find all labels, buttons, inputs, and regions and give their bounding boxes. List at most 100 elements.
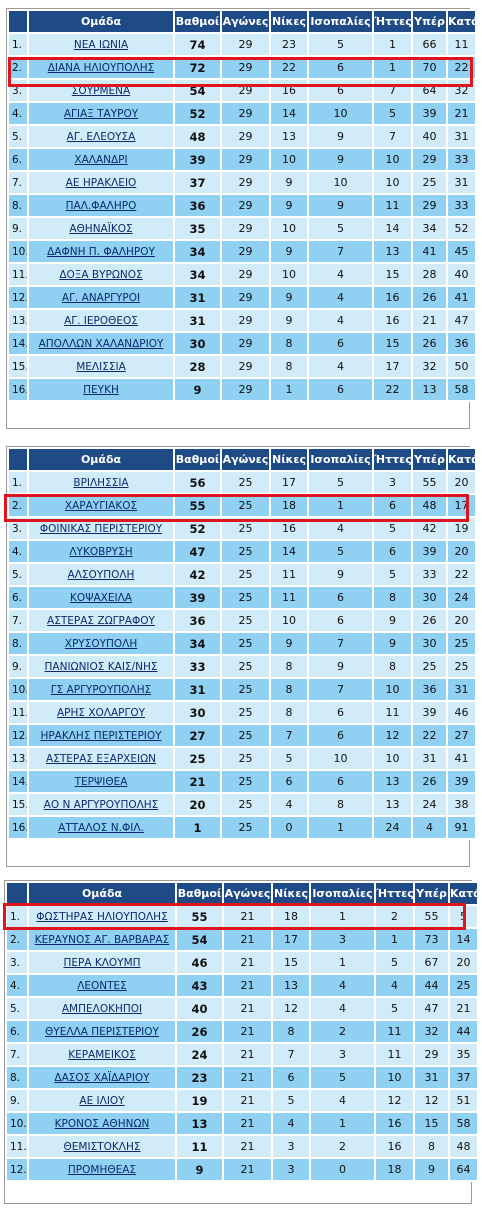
team-link[interactable]: ΦΟΙΝΙΚΑΣ ΠΕΡΙΣΤΕΡΙΟΥ bbox=[39, 523, 163, 535]
cell-goals-for: 26 bbox=[413, 287, 446, 308]
team-link[interactable]: ΑΕ ΗΡΑΚΛΕΙΟ bbox=[65, 177, 137, 189]
column-header-games: Αγώνες bbox=[224, 883, 271, 904]
cell-losses: 6 bbox=[374, 495, 411, 516]
cell-losses: 12 bbox=[374, 725, 411, 746]
cell-team: ΦΩΣΤΗΡΑΣ ΗΛΙΟΥΠΟΛΗΣ bbox=[29, 906, 175, 927]
cell-losses: 10 bbox=[374, 679, 411, 700]
team-link[interactable]: ΑΕ ΙΛΙΟΥ bbox=[79, 1095, 125, 1107]
team-link[interactable]: ΑΛΣΟΥΠΟΛΗ bbox=[67, 569, 135, 581]
header-row: Ομάδα Βαθμοί Αγώνες Νίκες Ισοπαλίες Ήττες Υπέρ… bbox=[7, 883, 477, 904]
team-link[interactable]: ΔΙΑΝΑ ΗΛΙΟΥΠΟΛΗΣ bbox=[47, 62, 155, 74]
cell-draws: 4 bbox=[309, 264, 372, 285]
cell-points: 52 bbox=[175, 518, 220, 539]
cell-wins: 18 bbox=[273, 906, 309, 927]
cell-wins: 8 bbox=[271, 656, 307, 677]
column-header-draws: Ισοπαλίες bbox=[311, 883, 374, 904]
team-link[interactable]: ΑΓ. ΙΕΡΟΘΕΟΣ bbox=[64, 315, 138, 327]
cell-goals-against: 48 bbox=[450, 1136, 477, 1157]
cell-team: ΧΡΥΣΟΥΠΟΛΗ bbox=[29, 633, 173, 654]
cell-points: 35 bbox=[175, 218, 220, 239]
team-link[interactable]: ΑΘΗΝΑΪΚΟΣ bbox=[69, 223, 133, 235]
team-link[interactable]: ΒΡΙΛΗΣΣΙΑ bbox=[73, 477, 129, 489]
cell-draws: 7 bbox=[309, 241, 372, 262]
team-link[interactable]: ΑΟ Ν ΑΡΓΥΡΟΥΠΟΛΗΣ bbox=[43, 799, 159, 811]
team-link[interactable]: ΚΕΡΑΥΝΟΣ ΑΓ. ΒΑΡΒΑΡΑΣ bbox=[34, 934, 170, 946]
team-link[interactable]: ΘΥΕΛΛΑ ΠΕΡΙΣΤΕΡΙΟΥ bbox=[45, 1026, 159, 1038]
cell-team: ΠΕΥΚΗ bbox=[29, 379, 173, 400]
cell-goals-for: 30 bbox=[413, 587, 446, 608]
cell-losses: 13 bbox=[374, 771, 411, 792]
team-link[interactable]: ΣΟΥΡΜΕΝΑ bbox=[71, 85, 131, 97]
cell-goals-for: 26 bbox=[413, 333, 446, 354]
cell-losses: 11 bbox=[374, 195, 411, 216]
cell-games: 29 bbox=[222, 379, 269, 400]
cell-draws: 5 bbox=[311, 1067, 374, 1088]
cell-points: 42 bbox=[175, 564, 220, 585]
cell-goals-against: 39 bbox=[448, 771, 475, 792]
team-link[interactable]: ΧΑΡΑΥΓΙΑΚΟΣ bbox=[64, 500, 138, 512]
team-link[interactable]: ΑΓ. ΕΛΕΟΥΣΑ bbox=[66, 131, 136, 143]
column-header-goals-for: Υπέρ bbox=[413, 449, 446, 470]
team-link[interactable]: ΠΡΟΜΗΘΕΑΣ bbox=[67, 1164, 137, 1176]
team-link[interactable]: ΜΕΛΙΣΣΙΑ bbox=[76, 361, 126, 373]
cell-losses: 16 bbox=[376, 1113, 413, 1134]
team-link[interactable]: ΔΟΞΑ ΒΥΡΩΝΟΣ bbox=[59, 269, 143, 281]
team-link[interactable]: ΑΓΙΑΞ ΤΑΥΡΟΥ bbox=[63, 108, 139, 120]
team-link[interactable]: ΠΑΝΙΩΝΙΟΣ ΚΑΙΣ/ΝΗΣ bbox=[44, 661, 158, 673]
cell-losses: 1 bbox=[376, 929, 413, 950]
team-link[interactable]: ΚΕΡΑΜΕΙΚΟΣ bbox=[68, 1049, 136, 1061]
team-link[interactable]: ΑΣΤΕΡΑΣ ΖΩΓΡΑΦΟΥ bbox=[47, 615, 155, 627]
team-link[interactable]: ΔΑΦΝΗ Π. ΦΑΛΗΡΟΥ bbox=[47, 246, 155, 258]
cell-losses: 16 bbox=[374, 287, 411, 308]
team-link[interactable]: ΝΕΑ ΙΩΝΙΑ bbox=[73, 39, 129, 51]
team-link[interactable]: ΑΣΤΕΡΑΣ ΕΞΑΡΧΕΙΩΝ bbox=[46, 753, 156, 765]
cell-losses: 6 bbox=[374, 541, 411, 562]
cell-points: 21 bbox=[175, 771, 220, 792]
cell-team: ΑΛΣΟΥΠΟΛΗ bbox=[29, 564, 173, 585]
team-link[interactable]: ΑΡΗΣ ΧΟΛΑΡΓΟΥ bbox=[56, 707, 146, 719]
cell-wins: 9 bbox=[271, 287, 307, 308]
table-row: 6. ΚΟΨΑΧΕΙΛΑ 39 25 11 6 8 30 24 bbox=[9, 587, 475, 608]
cell-goals-against: 32 bbox=[448, 80, 475, 101]
table-row: 1. ΝΕΑ ΙΩΝΙΑ 74 29 23 5 1 66 11 bbox=[9, 34, 475, 55]
team-link[interactable]: ΘΕΜΙΣΤΟΚΛΗΣ bbox=[63, 1141, 141, 1153]
team-link[interactable]: ΛΥΚΟΒΡΥΣΗ bbox=[69, 546, 133, 558]
cell-draws: 5 bbox=[309, 541, 372, 562]
cell-goals-against: 31 bbox=[448, 126, 475, 147]
team-link[interactable]: ΠΕΥΚΗ bbox=[83, 384, 119, 396]
team-link[interactable]: ΤΕΡΨΙΘΕΑ bbox=[74, 776, 128, 788]
team-link[interactable]: ΧΡΥΣΟΥΠΟΛΗ bbox=[64, 638, 138, 650]
cell-wins: 3 bbox=[273, 1136, 309, 1157]
team-link[interactable]: ΓΣ ΑΡΓΥΡΟΥΠΟΛΗΣ bbox=[50, 684, 152, 696]
cell-draws: 4 bbox=[309, 310, 372, 331]
cell-goals-for: 44 bbox=[415, 975, 448, 996]
team-link[interactable]: ΑΤΤΑΛΟΣ Ν.ΦΙΛ. bbox=[58, 822, 144, 834]
team-link[interactable]: ΑΠΟΛΛΩΝ ΧΑΛΑΝΔΡΙΟΥ bbox=[38, 338, 164, 350]
cell-rank: 2. bbox=[9, 57, 27, 78]
cell-rank: 9. bbox=[7, 1090, 27, 1111]
team-link[interactable]: ΚΟΨΑΧΕΙΛΑ bbox=[70, 592, 132, 604]
table-row: 4. ΑΓΙΑΞ ΤΑΥΡΟΥ 52 29 14 10 5 39 21 bbox=[9, 103, 475, 124]
cell-points: 54 bbox=[177, 929, 222, 950]
team-link[interactable]: ΑΓ. ΑΝΑΡΓΥΡΟΙ bbox=[61, 292, 141, 304]
cell-draws: 2 bbox=[311, 1021, 374, 1042]
team-link[interactable]: ΦΩΣΤΗΡΑΣ ΗΛΙΟΥΠΟΛΗΣ bbox=[36, 911, 168, 923]
team-link[interactable]: ΗΡΑΚΛΗΣ ΠΕΡΙΣΤΕΡΙΟΥ bbox=[40, 730, 162, 742]
cell-games: 25 bbox=[222, 610, 269, 631]
team-link[interactable]: ΛΕΟΝΤΕΣ bbox=[77, 980, 127, 992]
team-link[interactable]: ΑΜΠΕΛΟΚΗΠΟΙ bbox=[61, 1003, 143, 1015]
cell-goals-against: 44 bbox=[450, 1021, 477, 1042]
team-link[interactable]: ΚΡΟΝΟΣ ΑΘΗΝΩΝ bbox=[54, 1118, 150, 1130]
cell-games: 25 bbox=[222, 564, 269, 585]
team-link[interactable]: ΔΑΣΟΣ ΧΑΪΔΑΡΙΟΥ bbox=[54, 1072, 150, 1084]
cell-games: 29 bbox=[222, 264, 269, 285]
cell-losses: 10 bbox=[374, 172, 411, 193]
cell-team: ΝΕΑ ΙΩΝΙΑ bbox=[29, 34, 173, 55]
cell-rank: 11. bbox=[7, 1136, 27, 1157]
team-link[interactable]: ΠΑΛ.ΦΑΛΗΡΟ bbox=[65, 200, 137, 212]
team-link[interactable]: ΠΕΡΑ ΚΛΟΥΜΠ bbox=[63, 957, 141, 969]
cell-goals-for: 31 bbox=[415, 1067, 448, 1088]
cell-goals-for: 25 bbox=[413, 172, 446, 193]
team-link[interactable]: ΧΑΛΑΝΔΡΙ bbox=[74, 154, 128, 166]
